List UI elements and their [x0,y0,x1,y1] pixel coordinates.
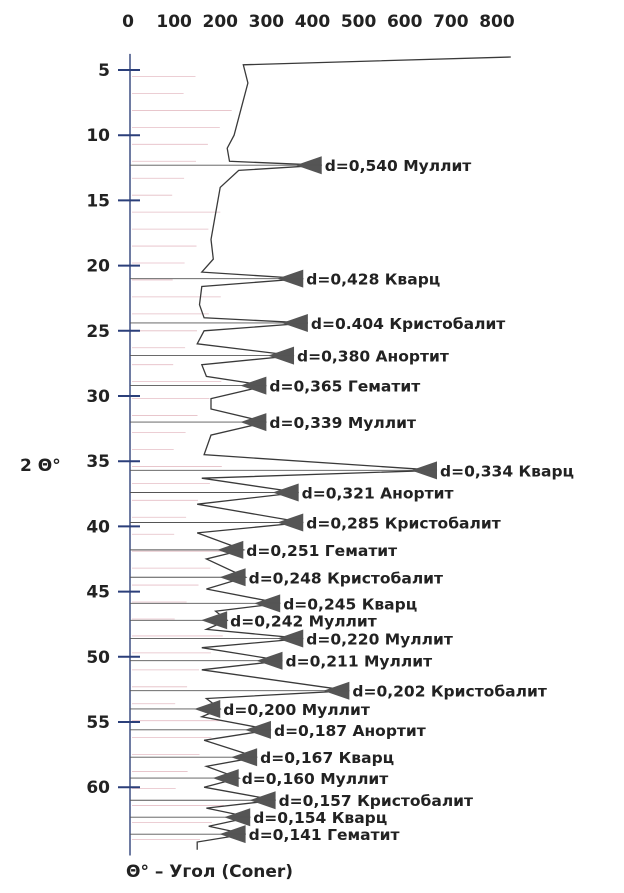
peak-label: d=0,428 Кварц [306,271,440,289]
peak-label: d=0,285 Кристобалит [306,514,500,532]
y-tick-label: 35 [86,452,110,472]
y-tick-label: 25 [86,322,110,342]
x-axis-label: Θ° – Угол (Coner) [126,862,293,882]
x-tick-label: 600 [387,12,423,32]
y-tick-label: 5 [98,61,110,81]
x-tick-label: 400 [295,12,331,32]
peak-label: d=0,321 Анортит [302,484,454,502]
peak-label: d=0,339 Муллит [269,414,416,432]
y-tick-label: 40 [86,517,110,537]
peak-label: d=0,211 Муллит [286,653,433,671]
x-tick-label: 300 [249,12,285,32]
x-tick-label: 200 [202,12,238,32]
background-hatch-lines [132,76,232,840]
x-tick-label: 700 [433,12,469,32]
peak-label: d=0,248 Кристобалит [249,569,443,587]
peak-label: d=0,167 Кварц [260,749,394,767]
peak-label: d=0,245 Кварц [283,595,417,613]
peak-label: d=0,251 Гематит [246,542,397,560]
x-tick-label: 100 [156,12,192,32]
peak-label: d=0,187 Анортит [274,722,426,740]
peak-label: d=0,157 Кристобалит [279,792,473,810]
peak-label: d=0,380 Анортит [297,348,449,366]
y-tick-label: 30 [86,387,110,407]
x-axis-ticks: 0 100 200 300 400 500 600 700 800 [122,12,515,32]
x-tick-label: 500 [341,12,377,32]
peak-label: d=0,365 Гематит [269,378,420,396]
y-axis-ticks: 5 10 15 20 25 30 35 40 45 50 55 60 [86,61,140,798]
peak-label: d=0,202 Кристобалит [352,683,546,701]
peak-label: d=0,334 Кварц [440,462,574,480]
peak-label: d=0,242 Муллит [230,612,377,630]
peak-label: d=0,220 Муллит [306,631,453,649]
y-tick-label: 55 [86,713,110,733]
peak-label: d=0,160 Муллит [242,770,389,788]
peak-label: d=0,540 Муллит [325,157,472,175]
peak-label: d=0.404 Кристобалит [311,315,505,333]
y-tick-label: 60 [86,778,110,798]
y-tick-label: 15 [86,191,110,211]
y-tick-label: 20 [86,257,110,277]
x-tick-label: 800 [479,12,515,32]
y-tick-label: 45 [86,583,110,603]
y-axis-label: 2 Θ° [20,456,61,476]
x-tick-label: 0 [122,12,134,32]
peak-label: d=0,141 Гематит [249,826,400,844]
peak-label: d=0,154 Кварц [253,809,387,827]
peak-markers: d=0,540 Муллит d=0,428 Кварц d=0.404 Крист… [130,156,574,844]
peak-label: d=0,200 Муллит [223,701,370,719]
y-tick-label: 50 [86,648,110,668]
y-tick-label: 10 [86,126,110,146]
